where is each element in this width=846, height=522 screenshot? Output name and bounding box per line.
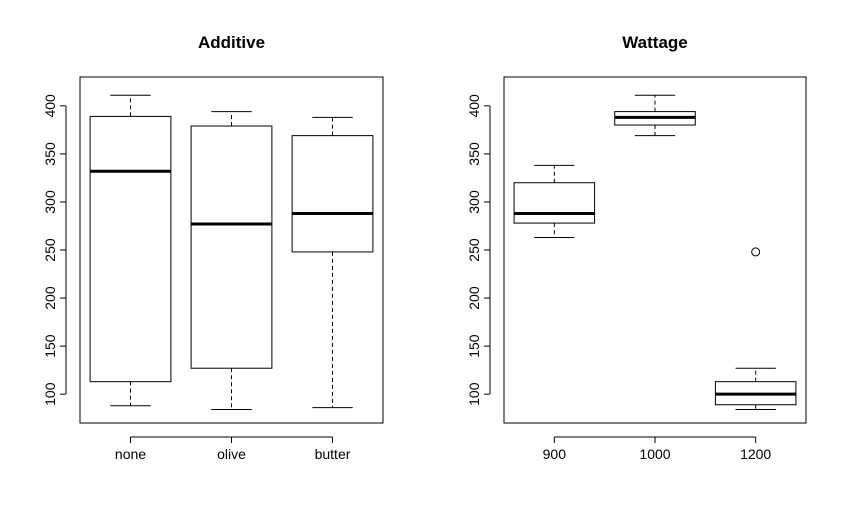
y-tick-label: 350 [466,142,482,166]
plot-frame [503,76,807,424]
y-tick-label: 400 [466,94,482,118]
x-tick-label: butter [315,446,351,462]
y-tick-label: 100 [466,382,482,406]
box-1200 [714,247,797,411]
y-tick-label: 350 [42,142,58,166]
box-iqr [513,182,596,224]
y-tick-label: 150 [466,334,482,358]
x-tick-label: none [115,446,146,462]
boxplot-panel-2: Wattage 100 150 200 250 300 350 400 900 1000 1200 [466,33,807,462]
x-tick-label: 900 [543,446,567,462]
outlier-point [751,247,761,257]
box-900 [513,164,596,239]
chart-title: Additive [198,33,265,52]
box-iqr [291,135,374,253]
box-butter [291,116,374,409]
plot-frame [79,76,384,424]
y-tick-label: 400 [42,94,58,118]
y-tick-label: 300 [42,190,58,214]
chart-title: Wattage [622,33,688,52]
y-tick-label: 150 [42,334,58,358]
y-tick-label: 200 [42,286,58,310]
x-tick-label: 1000 [639,446,670,462]
y-tick-label: 300 [466,190,482,214]
y-tick-label: 250 [466,238,482,262]
y-tick-label: 250 [42,238,58,262]
box-olive [190,111,273,411]
box-none [89,94,172,407]
y-tick-label: 200 [466,286,482,310]
y-tick-label: 100 [42,382,58,406]
box-1000 [614,94,696,137]
x-tick-label: 1200 [740,446,771,462]
box-iqr [190,125,273,369]
boxplot-panel-1: Additive 100 150 200 250 300 350 400 none olive bu… [42,33,384,462]
box-iqr [89,115,172,383]
x-tick-label: olive [217,446,246,462]
